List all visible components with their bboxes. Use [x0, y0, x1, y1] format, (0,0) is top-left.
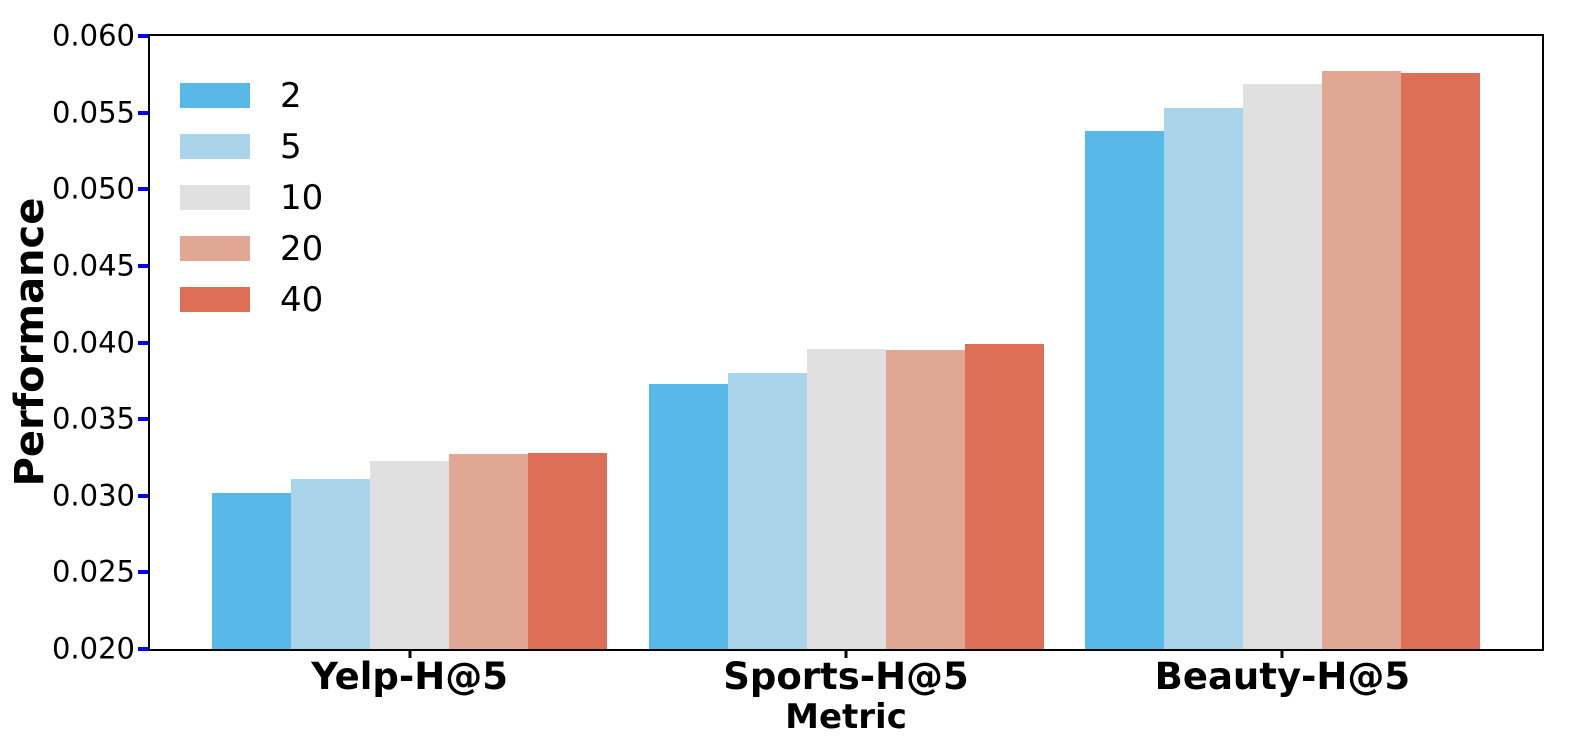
legend-label: 2 [280, 75, 302, 116]
x-tick-label-Yelp-H@5: Yelp-H@5 [311, 655, 508, 698]
y-tick-label: 0.030 [51, 478, 135, 513]
bar-Yelp-H@5-10 [370, 460, 450, 649]
legend-label: 5 [280, 126, 302, 167]
bar-Yelp-H@5-5 [291, 478, 371, 649]
bar-Beauty-H@5-20 [1321, 71, 1401, 649]
bar-Sports-H@5-10 [806, 348, 886, 649]
y-tick-mark [138, 263, 148, 268]
y-tick-label: 0.045 [51, 248, 135, 283]
y-tick-label: 0.025 [51, 554, 135, 589]
legend-label: 40 [280, 279, 324, 320]
y-tick-mark [138, 647, 148, 651]
y-tick-mark [138, 187, 148, 192]
y-tick-label: 0.040 [51, 324, 135, 359]
bar-Sports-H@5-5 [727, 373, 807, 649]
legend-entry: 2 [180, 70, 323, 121]
x-tick-label-Beauty-H@5: Beauty-H@5 [1154, 655, 1411, 698]
legend-label: 10 [280, 177, 324, 218]
bar-Beauty-H@5-10 [1242, 83, 1322, 649]
y-tick-mark [138, 340, 148, 345]
bar-Yelp-H@5-40 [528, 452, 608, 649]
legend-swatch [180, 134, 250, 159]
y-tick-mark [138, 417, 148, 422]
y-tick-label: 0.060 [51, 18, 135, 53]
legend-entry: 5 [180, 121, 323, 172]
bar-Beauty-H@5-5 [1163, 108, 1243, 649]
y-tick-label: 0.035 [51, 401, 135, 436]
legend-swatch [180, 83, 250, 108]
x-tick-mark [844, 649, 848, 658]
bar-Beauty-H@5-2 [1084, 131, 1164, 649]
legend-entry: 40 [180, 274, 323, 325]
y-tick-label: 0.050 [51, 171, 135, 206]
legend-entry: 20 [180, 223, 323, 274]
bar-Yelp-H@5-2 [212, 492, 292, 649]
legend-swatch [180, 236, 250, 261]
y-tick-label: 0.020 [51, 631, 135, 666]
bar-Sports-H@5-40 [964, 344, 1044, 649]
y-tick-mark [138, 34, 148, 38]
y-tick-label: 0.055 [51, 94, 135, 129]
legend-swatch [180, 185, 250, 210]
x-axis-label: Metric [785, 697, 907, 737]
legend: 2 5 10 20 40 [180, 70, 323, 325]
legend-label: 20 [280, 228, 324, 269]
x-tick-mark [1280, 649, 1284, 658]
bar-Sports-H@5-2 [648, 383, 728, 649]
bar-Beauty-H@5-40 [1400, 72, 1480, 649]
x-tick-label-Sports-H@5: Sports-H@5 [723, 655, 969, 698]
bar-Sports-H@5-20 [885, 350, 965, 649]
x-tick-mark [408, 649, 412, 658]
y-tick-mark [138, 110, 148, 115]
legend-swatch [180, 287, 250, 312]
bar-Yelp-H@5-20 [449, 454, 529, 649]
y-tick-mark [138, 570, 148, 575]
y-tick-mark [138, 493, 148, 498]
legend-entry: 10 [180, 172, 323, 223]
